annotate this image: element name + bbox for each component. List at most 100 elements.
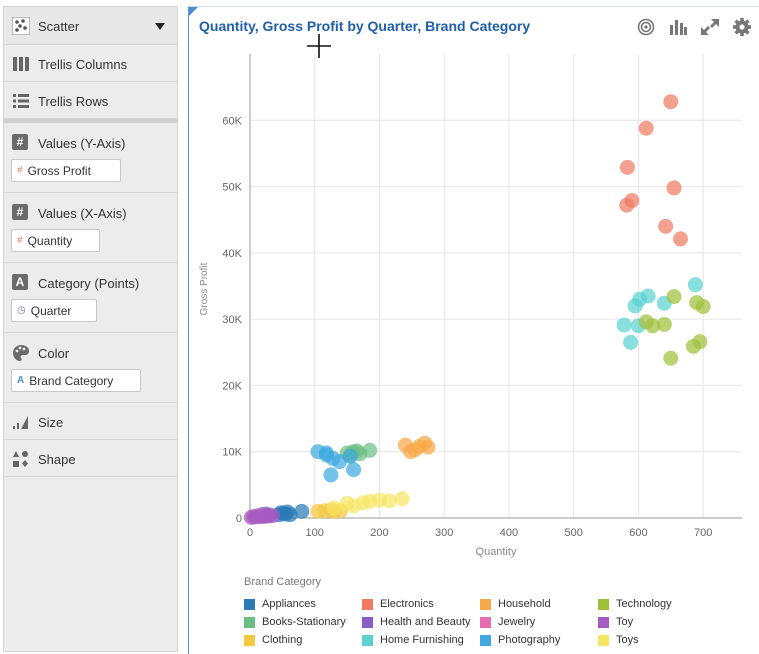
bar-chart-icon[interactable] bbox=[667, 17, 689, 37]
legend-label: Electronics bbox=[380, 598, 434, 610]
gross-profit-chip[interactable]: # Gross Profit bbox=[11, 159, 121, 182]
measure-hash-icon: # bbox=[12, 204, 30, 222]
point-technology[interactable] bbox=[692, 334, 708, 350]
trellis-rows-drop[interactable]: Trellis Rows bbox=[4, 82, 177, 119]
target-icon[interactable] bbox=[635, 17, 657, 37]
chart-type-selector[interactable]: Scatter bbox=[4, 7, 177, 45]
x-tick-label: 400 bbox=[500, 527, 518, 539]
legend-item-home-furnishing[interactable]: Home Furnishing bbox=[362, 634, 464, 646]
y-axis-label: Gross Profit bbox=[199, 262, 210, 315]
legend-item-electronics[interactable]: Electronics bbox=[362, 598, 434, 610]
legend-swatch bbox=[598, 616, 609, 628]
point-electronics[interactable] bbox=[673, 231, 688, 247]
legend-swatch bbox=[244, 598, 255, 610]
brand-category-chip[interactable]: A Brand Category bbox=[11, 369, 141, 392]
point-toy[interactable] bbox=[265, 508, 281, 524]
legend-swatch bbox=[362, 598, 373, 610]
legend-item-health-and-beauty[interactable]: Health and Beauty bbox=[362, 616, 471, 628]
point-electronics[interactable] bbox=[638, 120, 654, 136]
legend-label: Household bbox=[498, 598, 551, 610]
quarter-chip[interactable]: ◷ Quarter bbox=[11, 299, 97, 322]
legend-item-toy[interactable]: Toy bbox=[598, 616, 633, 628]
values-x-drop[interactable]: # Values (X-Axis) # Quantity bbox=[4, 193, 177, 263]
x-tick-label: 700 bbox=[694, 527, 712, 539]
data-points bbox=[243, 94, 711, 525]
chevron-down-icon[interactable] bbox=[155, 23, 165, 30]
legend-swatch bbox=[598, 634, 609, 646]
y-tick-label: 0 bbox=[236, 513, 242, 525]
panel-divider bbox=[4, 119, 177, 123]
shapes-icon bbox=[12, 450, 30, 468]
point-home-furnishing[interactable] bbox=[640, 288, 656, 304]
legend-swatch bbox=[480, 598, 491, 610]
shape-drop[interactable]: Shape bbox=[4, 440, 177, 477]
legend-label: Clothing bbox=[262, 634, 303, 646]
point-photography[interactable] bbox=[318, 447, 334, 463]
trellis-columns-icon bbox=[12, 55, 30, 73]
legend-item-jewelry[interactable]: Jewelry bbox=[480, 616, 535, 628]
category-drop[interactable]: A Category (Points) ◷ Quarter bbox=[4, 263, 177, 333]
point-household[interactable] bbox=[420, 439, 436, 455]
point-electronics[interactable] bbox=[658, 218, 674, 234]
point-toys[interactable] bbox=[326, 500, 342, 516]
color-label: Color bbox=[38, 345, 70, 361]
size-label: Size bbox=[38, 414, 64, 430]
legend-item-toys[interactable]: Toys bbox=[598, 634, 639, 646]
legend-item-technology[interactable]: Technology bbox=[598, 598, 672, 610]
size-drop[interactable]: Size bbox=[4, 403, 177, 440]
chart-toolbar bbox=[635, 17, 753, 37]
grammar-panel: Scatter Trellis Columns Trellis Row bbox=[3, 6, 178, 652]
point-home-furnishing[interactable] bbox=[687, 277, 703, 293]
legend-swatch bbox=[480, 634, 491, 646]
point-electronics[interactable] bbox=[619, 197, 635, 213]
point-technology[interactable] bbox=[689, 295, 705, 311]
gear-icon[interactable] bbox=[731, 17, 753, 37]
x-axis-label: Quantity bbox=[476, 546, 517, 558]
point-home-furnishing[interactable] bbox=[623, 334, 639, 350]
legend-item-clothing[interactable]: Clothing bbox=[244, 634, 302, 646]
measure-icon: # bbox=[17, 235, 23, 246]
point-photography[interactable] bbox=[323, 467, 339, 483]
legend-label: Jewelry bbox=[498, 616, 536, 628]
point-photography[interactable] bbox=[346, 462, 362, 478]
point-books-stationary[interactable] bbox=[362, 442, 378, 458]
category-label: Category (Points) bbox=[38, 275, 140, 291]
y-tick-label: 60K bbox=[222, 115, 242, 127]
point-photography[interactable] bbox=[342, 448, 358, 464]
expand-icon[interactable] bbox=[699, 17, 721, 37]
legend-item-photography[interactable]: Photography bbox=[480, 634, 560, 646]
y-tick-label: 20K bbox=[222, 380, 242, 392]
legend-label: Books-Stationary bbox=[262, 616, 346, 628]
point-toys[interactable] bbox=[346, 498, 362, 514]
y-tick-label: 40K bbox=[222, 248, 242, 260]
legend-label: Health and Beauty bbox=[380, 616, 471, 628]
point-technology[interactable] bbox=[645, 318, 661, 334]
scatter-plot[interactable]: 0 100 200 300 400 500 600 700 0 10K 20K 30K 40K 50K 60… bbox=[189, 7, 759, 567]
point-toys[interactable] bbox=[394, 491, 410, 507]
size-bars-icon bbox=[12, 413, 30, 431]
color-drop[interactable]: Color A Brand Category bbox=[4, 333, 177, 403]
legend-item-books-stationary[interactable]: Books-Stationary bbox=[244, 616, 346, 628]
point-technology[interactable] bbox=[656, 316, 672, 332]
x-tick-label: 300 bbox=[435, 527, 453, 539]
point-technology[interactable] bbox=[666, 289, 682, 305]
trellis-columns-drop[interactable]: Trellis Columns bbox=[4, 45, 177, 82]
legend-item-appliances[interactable]: Appliances bbox=[244, 598, 316, 610]
point-electronics[interactable] bbox=[666, 180, 682, 196]
point-home-furnishing[interactable] bbox=[616, 317, 632, 333]
values-y-drop[interactable]: # Values (Y-Axis) # Gross Profit bbox=[4, 123, 177, 193]
point-toys[interactable] bbox=[381, 493, 397, 509]
legend-item-household[interactable]: Household bbox=[480, 598, 551, 610]
point-electronics[interactable] bbox=[663, 94, 679, 110]
legend-label: Toys bbox=[616, 634, 639, 646]
chart-panel[interactable]: Quantity, Gross Profit by Quarter, Brand… bbox=[188, 6, 759, 654]
quantity-chip[interactable]: # Quantity bbox=[11, 229, 100, 252]
point-technology[interactable] bbox=[663, 350, 679, 366]
point-appliances[interactable] bbox=[294, 503, 310, 519]
point-electronics[interactable] bbox=[619, 159, 635, 175]
legend-label: Toy bbox=[616, 616, 634, 628]
quarter-chip-label: Quarter bbox=[30, 303, 72, 318]
trellis-rows-label: Trellis Rows bbox=[38, 93, 109, 109]
quantity-chip-label: Quantity bbox=[27, 233, 73, 248]
legend-label: Photography bbox=[498, 634, 561, 646]
